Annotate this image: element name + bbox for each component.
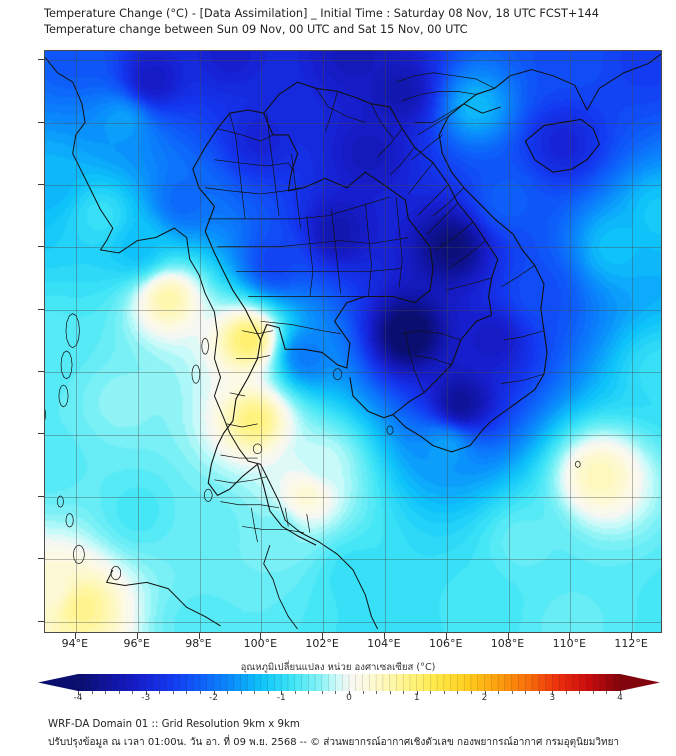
colorbar-minor-tick — [321, 691, 323, 694]
colorbar-tick-label: -2 — [209, 693, 218, 703]
colorbar-minor-tick — [511, 691, 513, 694]
colorbar-tick-mark — [552, 691, 554, 695]
x-axis-tick-mark — [74, 633, 76, 639]
colorbar-minor-tick — [565, 691, 567, 694]
chart-title-block: Temperature Change (°C) - [Data Assimila… — [44, 6, 664, 37]
colorbar-minor-tick — [159, 691, 161, 694]
colorbar-tick-label: -3 — [141, 693, 151, 703]
x-axis-tick-label: 108°E — [490, 637, 525, 650]
colorbar-minor-tick — [186, 691, 188, 694]
colorbar-minor-tick — [470, 691, 472, 694]
y-axis-tick-mark — [38, 558, 44, 560]
colorbar-minor-tick — [579, 691, 581, 694]
x-axis-tick-mark — [198, 633, 200, 639]
y-axis-tick-mark — [38, 433, 44, 435]
colorbar-minor-tick — [362, 691, 364, 694]
footer-line-2: ปรับปรุงข้อมูล ณ เวลา 01:00น. วัน อา. ที… — [48, 737, 620, 748]
colorbar-minor-tick — [105, 691, 107, 694]
colorbar-minor-tick — [335, 691, 337, 694]
colorbar-title: อุณหภูมิเปลี่ยนแปลง หน่วย องศาเซลเซียส (… — [240, 662, 436, 673]
temperature-anomaly-field — [45, 51, 661, 632]
y-axis-tick-mark — [38, 121, 44, 123]
colorbar-minor-tick — [443, 691, 445, 694]
colorbar-tick-mark — [416, 691, 418, 695]
x-axis-tick-label: 100°E — [243, 637, 278, 650]
colorbar-tick-mark — [78, 691, 79, 695]
x-axis-tick-label: 104°E — [367, 637, 401, 650]
x-axis-tick-mark — [507, 633, 509, 639]
x-axis-tick-label: 106°E — [428, 637, 463, 650]
x-axis-tick-label: 96°E — [123, 637, 150, 650]
y-axis-tick-mark — [38, 184, 44, 186]
colorbar-minor-tick — [592, 691, 594, 694]
y-axis-tick-mark — [38, 59, 44, 61]
x-axis-tick-mark — [569, 633, 571, 639]
y-axis-tick-mark — [38, 620, 44, 622]
colorbar-gradient — [38, 674, 660, 691]
colorbar-tick-label: -1 — [276, 693, 286, 703]
coastline-overlay — [45, 51, 661, 632]
colorbar-minor-tick — [525, 691, 527, 694]
colorbar-minor-tick — [403, 691, 405, 694]
colorbar-tick-mark — [145, 691, 147, 695]
colorbar-minor-tick — [118, 691, 120, 694]
colorbar-minor-tick — [199, 691, 201, 694]
x-axis-tick-label: 98°E — [185, 637, 212, 650]
colorbar-tick-mark — [281, 691, 283, 695]
colorbar-tick-label: 4 — [617, 693, 623, 703]
colorbar-minor-tick — [294, 691, 296, 694]
colorbar-tick-mark — [349, 691, 350, 695]
x-axis-tick-label: 110°E — [552, 637, 587, 650]
colorbar-minor-tick — [267, 691, 269, 694]
x-axis-tick-mark — [260, 633, 262, 639]
colorbar-minor-tick — [254, 691, 256, 694]
colorbar-minor-tick — [91, 691, 93, 694]
colorbar-tick-label: 3 — [549, 693, 556, 703]
colorbar-minor-tick — [498, 691, 500, 694]
colorbar-minor-tick — [538, 691, 540, 694]
x-axis-tick-mark — [136, 633, 138, 639]
colorbar-tick-label: 2 — [481, 693, 488, 703]
colorbar-minor-tick — [132, 691, 134, 694]
title-line-1: Temperature Change (°C) - [Data Assimila… — [44, 7, 599, 20]
colorbar-minor-tick — [389, 691, 391, 694]
colorbar-tick-label: 0 — [346, 693, 352, 703]
y-axis-tick-mark — [38, 495, 44, 497]
colorbar-minor-tick — [172, 691, 174, 694]
y-axis-tick-mark — [38, 371, 44, 373]
x-axis-tick-label: 94°E — [61, 637, 89, 650]
colorbar-minor-tick — [457, 691, 459, 694]
colorbar-tick-mark — [484, 691, 486, 695]
colorbar-minor-tick — [227, 691, 229, 694]
y-axis-tick-mark — [38, 308, 44, 310]
colorbar-minor-tick — [430, 691, 432, 694]
colorbar-tick-mark — [213, 691, 215, 695]
x-axis-tick-mark — [631, 633, 633, 639]
map-plot-area — [44, 50, 662, 633]
colorbar-tick-label: 1 — [413, 693, 420, 703]
y-axis-tick-mark — [38, 246, 44, 248]
x-axis-tick-mark — [322, 633, 324, 639]
x-axis-tick-mark — [383, 633, 385, 639]
colorbar-minor-tick — [376, 691, 378, 694]
x-axis-tick-label: 112°E — [614, 637, 648, 650]
colorbar-minor-tick — [606, 691, 608, 694]
colorbar-minor-tick — [240, 691, 242, 694]
colorbar-tick-label: -4 — [73, 693, 83, 703]
colorbar-minor-tick — [308, 691, 310, 694]
footer-line-1: WRF-DA Domain 01 :: Grid Resolution 9km … — [48, 719, 300, 730]
x-axis-tick-label: 102°E — [305, 637, 339, 650]
colorbar: อุณหภูมิเปลี่ยนแปลง หน่วย องศาเซลเซียส (… — [0, 660, 676, 718]
title-line-2: Temperature change between Sun 09 Nov, 0… — [44, 22, 468, 36]
colorbar-tick-mark — [620, 691, 621, 695]
x-axis-tick-mark — [445, 633, 447, 639]
